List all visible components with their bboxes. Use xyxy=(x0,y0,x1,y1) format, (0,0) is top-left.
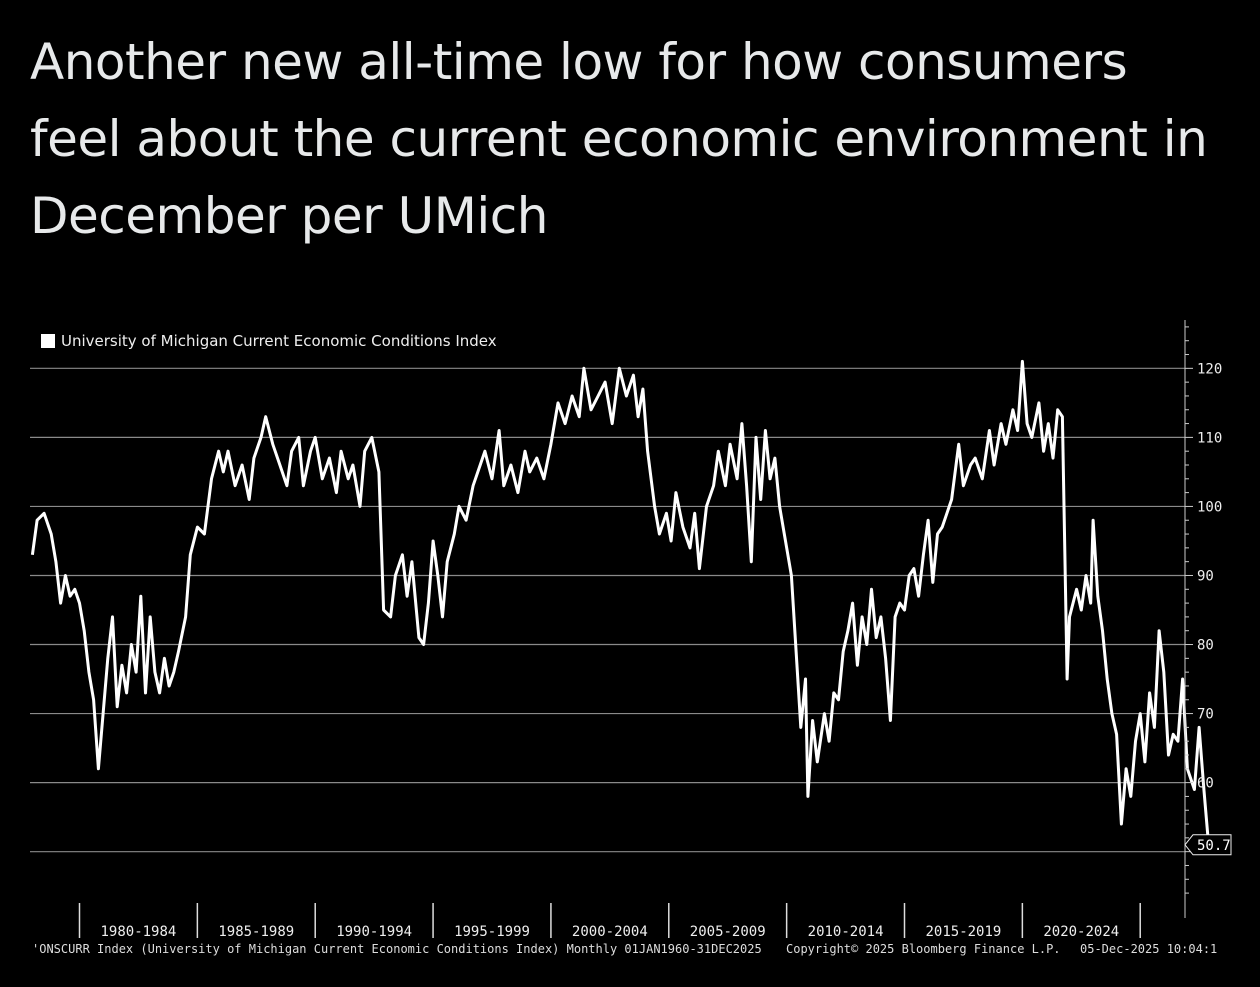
legend: University of Michigan Current Economic … xyxy=(41,332,497,350)
y-tick-label: 90 xyxy=(1197,568,1214,584)
x-tick-label: 1985-1989 xyxy=(218,924,294,940)
x-tick-label: 1980-1984 xyxy=(100,924,176,940)
y-tick-label: 80 xyxy=(1197,638,1214,654)
y-axis: 60 70 80 90 100 110 120 xyxy=(1184,320,1222,918)
legend-swatch xyxy=(41,334,55,348)
last-value-label: 50.7 xyxy=(1197,838,1231,854)
headline-line-3: December per UMich xyxy=(30,187,548,245)
chart: University of Michigan Current Economic … xyxy=(30,320,1232,940)
x-tick-label: 2010-2014 xyxy=(808,924,884,940)
x-tick-label: 2015-2019 xyxy=(925,924,1001,940)
y-tick-label: 60 xyxy=(1197,776,1214,792)
x-tick-label: 2005-2009 xyxy=(690,924,766,940)
headline-line-1: Another new all-time low for how consume… xyxy=(30,33,1128,91)
legend-box xyxy=(33,325,520,355)
footer-source: 'ONSCURR Index (University of Michigan C… xyxy=(32,942,762,956)
y-tick-label: 120 xyxy=(1197,361,1222,377)
x-tick-label: 1995-1999 xyxy=(454,924,530,940)
y-tick-label: 70 xyxy=(1197,707,1214,723)
x-axis: 1980-1984 1985-1989 1990-1994 1995-1999 2000… xyxy=(78,903,1141,940)
y-tick-label: 110 xyxy=(1197,430,1222,446)
x-tick-label: 2000-2004 xyxy=(572,924,648,940)
footer-copyright: Copyright© 2025 Bloomberg Finance L.P. xyxy=(786,942,1061,956)
x-tick-label: 1990-1994 xyxy=(336,924,412,940)
footer-timestamp: 05-Dec-2025 10:04:1 xyxy=(1080,942,1218,956)
last-value-marker: 50.7 xyxy=(1184,834,1232,856)
last-value-box xyxy=(1184,834,1232,856)
series-line xyxy=(30,359,1211,845)
grid-lines xyxy=(30,367,1185,853)
legend-label: University of Michigan Current Economic … xyxy=(61,332,497,350)
x-tick-label: 2020-2024 xyxy=(1043,924,1119,940)
y-tick-label: 100 xyxy=(1197,499,1222,515)
headline-line-2: feel about the current economic environm… xyxy=(30,110,1208,168)
headline: Another new all-time low for how consume… xyxy=(30,24,1240,255)
